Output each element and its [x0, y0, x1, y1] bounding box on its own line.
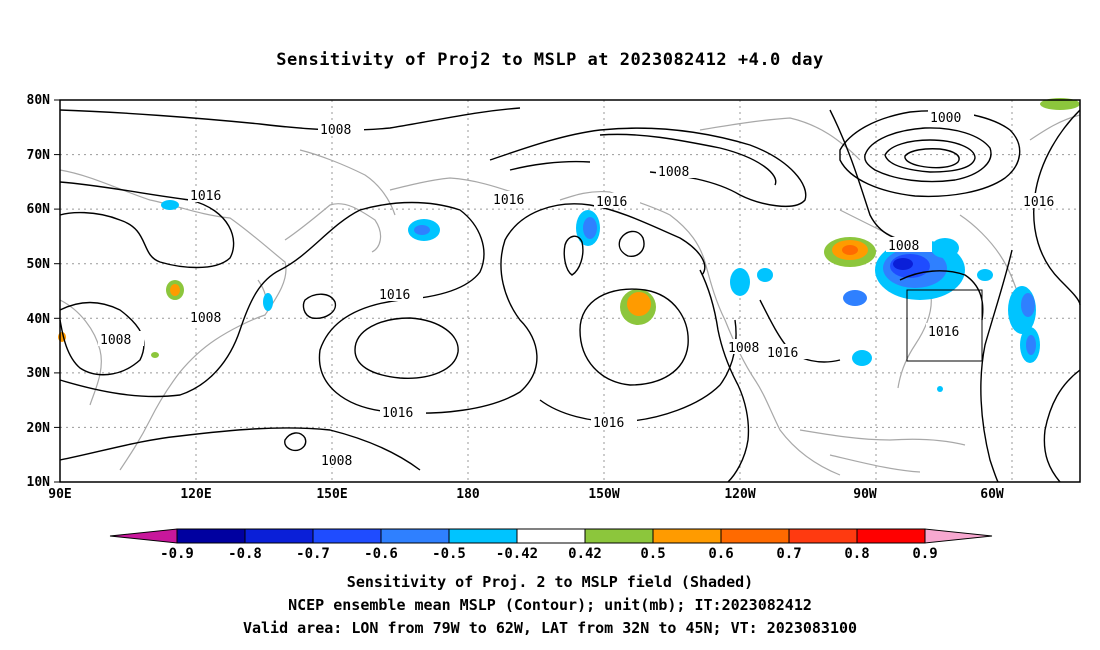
colorbar-label: 0.7 — [776, 546, 801, 562]
colorbar-label: -0.7 — [296, 546, 330, 562]
colorbar-bin — [856, 528, 926, 544]
caption-shading: Sensitivity of Proj. 2 to MSLP field (Sh… — [346, 573, 754, 591]
lon-tick-label: 60W — [980, 487, 1004, 502]
lon-tick-label: 120E — [180, 487, 211, 502]
lat-tick-label: 80N — [27, 93, 51, 108]
mslp-contours — [59, 107, 1081, 483]
colorbar-label: -0.5 — [432, 546, 466, 562]
colorbar-label: 0.9 — [912, 546, 937, 562]
colorbar-bin — [652, 528, 722, 544]
colorbar-bin — [584, 528, 654, 544]
caption-valid-area: Valid area: LON from 79W to 62W, LAT fro… — [242, 619, 858, 637]
contour-label: 1008 — [888, 239, 919, 254]
contour-label: 1016 — [382, 406, 413, 421]
map-title: Sensitivity of Proj2 to MSLP at 20230824… — [276, 50, 824, 70]
contour-label: 1016 — [596, 195, 627, 210]
lon-tick-label: 150E — [316, 487, 347, 502]
colorbar-bin — [380, 528, 450, 544]
colorbar-bin — [448, 528, 518, 544]
lat-axis: 80N 70N 60N 50N 40N 30N 20N 10N — [27, 93, 51, 490]
lon-tick-label: 150W — [588, 487, 619, 502]
caption-contour: NCEP ensemble mean MSLP (Contour); unit(… — [288, 596, 812, 614]
colorbar-label: -0.9 — [160, 546, 194, 562]
lat-tick-label: 50N — [27, 257, 51, 272]
lon-tick-label: 120W — [724, 487, 755, 502]
lat-tick-label: 70N — [27, 148, 51, 163]
colorbar-label: 0.5 — [640, 546, 665, 562]
lat-tick-label: 20N — [27, 421, 51, 436]
colorbar-bin — [720, 528, 790, 544]
contour-label: 1016 — [593, 416, 624, 431]
contour-label: 1016 — [928, 325, 959, 340]
colorbar-bin — [176, 528, 246, 544]
colorbar-label: -0.8 — [228, 546, 262, 562]
colorbar-label: 0.6 — [708, 546, 733, 562]
contour-label: 1016 — [1023, 195, 1054, 210]
contour-labels: 1008 1016 1008 1000 1016 1016 1016 1008 … — [98, 109, 1067, 469]
lat-tick-label: 30N — [27, 366, 51, 381]
colorbar-label: -0.6 — [364, 546, 398, 562]
sensitivity-shading — [58, 98, 1080, 392]
contour-label: 1016 — [190, 189, 221, 204]
plot-border — [59, 99, 1081, 483]
lon-axis: 90E 120E 150E 180 150W 120W 90W 60W — [48, 487, 1004, 502]
lat-tick-label: 40N — [27, 312, 51, 327]
lon-tick-label: 180 — [456, 487, 480, 502]
contour-label: 1008 — [100, 333, 131, 348]
colorbar — [109, 528, 993, 544]
contour-label: 1008 — [728, 341, 759, 356]
colorbar-low-triangle — [109, 528, 178, 544]
lon-tick-label: 90E — [48, 487, 71, 502]
colorbar-label: 0.42 — [568, 546, 602, 562]
colorbar-bin — [244, 528, 314, 544]
contour-label: 1008 — [321, 454, 352, 469]
colorbar-bin — [516, 528, 586, 544]
contour-label: 1008 — [320, 123, 351, 138]
contour-label: 1008 — [658, 165, 689, 180]
contour-label: 1016 — [493, 193, 524, 208]
colorbar-bin — [312, 528, 382, 544]
colorbar-bin — [788, 528, 858, 544]
contour-label: 1008 — [190, 311, 221, 326]
contour-label: 1016 — [767, 346, 798, 361]
lat-tick-label: 60N — [27, 202, 51, 217]
lat-tick-label: 10N — [27, 475, 51, 490]
colorbar-high-triangle — [924, 528, 993, 544]
valid-area-box — [906, 289, 983, 362]
colorbar-label: -0.42 — [496, 546, 538, 562]
lon-tick-label: 90W — [853, 487, 877, 502]
contour-label: 1000 — [930, 111, 961, 126]
colorbar-label: 0.8 — [844, 546, 869, 562]
colorbar-labels: -0.9 -0.8 -0.7 -0.6 -0.5 -0.42 0.42 0.5 … — [160, 546, 938, 562]
lat-ticks — [54, 99, 60, 483]
contour-label: 1016 — [379, 288, 410, 303]
